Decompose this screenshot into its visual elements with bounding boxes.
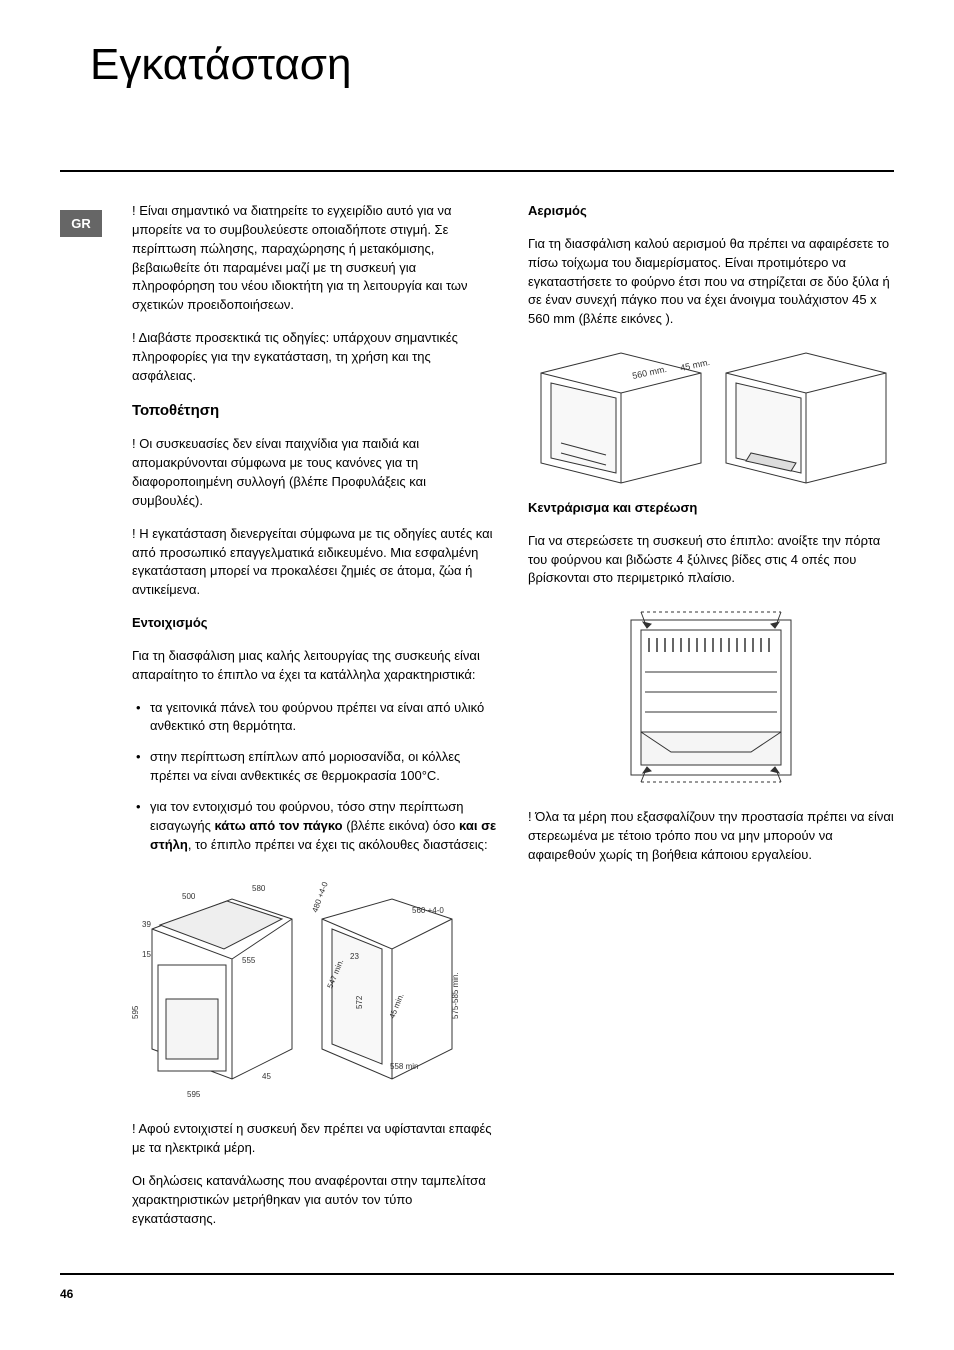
page-title: Εγκατάσταση	[90, 40, 894, 90]
placement-paragraph-2: ! Η εγκατάσταση διενεργείται σύμφωνα με …	[132, 525, 498, 600]
ventilation-diagram: 560 mm. 45 mm.	[528, 343, 894, 493]
dim-label: 39	[142, 920, 151, 929]
dimension-diagram: 580 500 39 15 595 595 555 45 572 23 547 …	[132, 869, 462, 1099]
ventilation-paragraph: Για τη διασφάλιση καλού αερισμού θα πρέπ…	[528, 235, 894, 329]
dim-label: 560 +4-0	[412, 906, 444, 915]
dim-label: 575-585 min.	[451, 972, 460, 1019]
right-column: Αερισμός Για τη διασφάλιση καλού αερισμο…	[528, 202, 894, 1243]
dim-label: 45	[262, 1072, 271, 1081]
dim-label: 580	[252, 884, 266, 893]
intro-paragraph-1: ! Είναι σημαντικό να διατηρείτε το εγχει…	[132, 202, 498, 315]
lang-badge-column: GR	[60, 202, 102, 1243]
top-divider	[60, 170, 894, 172]
dim-label: 480 +4-0	[310, 880, 330, 913]
left-column: ! Είναι σημαντικό να διατηρείτε το εγχει…	[132, 202, 498, 1243]
placement-paragraph-1: ! Οι συσκευασίες δεν είναι παιχνίδια για…	[132, 435, 498, 510]
builtin-intro: Για τη διασφάλιση μιας καλής λειτουργίας…	[132, 647, 498, 685]
subheading-centering: Κεντράρισμα και στερέωση	[528, 499, 894, 518]
section-heading-placement: Τοποθέτηση	[132, 400, 498, 422]
post-diagram-warning: ! Αφού εντοιχιστεί η συσκευή δεν πρέπει …	[132, 1120, 498, 1158]
content-wrapper: GR ! Είναι σημαντικό να διατηρείτε το εγ…	[60, 202, 894, 1243]
page-number: 46	[60, 1287, 894, 1301]
footer-divider	[60, 1273, 894, 1275]
vent-label-560: 560 mm.	[631, 364, 667, 381]
list-item: τα γειτονικά πάνελ του φούρνου πρέπει να…	[132, 699, 498, 737]
dim-label: 595	[187, 1090, 201, 1099]
language-badge: GR	[60, 210, 102, 237]
dim-label: 572	[355, 995, 364, 1009]
dim-label: 23	[350, 952, 359, 961]
centering-paragraph: Για να στερεώσετε τη συσκευή στο έπιπλο:…	[528, 532, 894, 589]
dim-label: 595	[132, 1005, 140, 1019]
dim-label: 15	[142, 950, 151, 959]
dim-label: 558 min	[390, 1062, 418, 1071]
list-item: στην περίπτωση επίπλων από μοριοσανίδα, …	[132, 748, 498, 786]
intro-paragraph-2: ! Διαβάστε προσεκτικά τις οδηγίες: υπάρχ…	[132, 329, 498, 386]
dim-label: 500	[182, 892, 196, 901]
consumption-note: Οι δηλώσεις κατανάλωσης που αναφέρονται …	[132, 1172, 498, 1229]
list-item: για τον εντοιχισμό του φούρνου, τόσο στη…	[132, 798, 498, 855]
columns-container: ! Είναι σημαντικό να διατηρείτε το εγχει…	[132, 202, 894, 1243]
safety-warning: ! Όλα τα μέρη που εξασφαλίζουν την προστ…	[528, 808, 894, 865]
mounting-diagram	[611, 602, 811, 792]
vent-label-45: 45 mm.	[679, 357, 710, 373]
dim-label: 555	[242, 956, 256, 965]
dim-label: 45 min.	[388, 992, 406, 1020]
requirements-list: τα γειτονικά πάνελ του φούρνου πρέπει να…	[132, 699, 498, 855]
bold-text: κάτω από τον πάγκο	[214, 818, 342, 833]
subheading-ventilation: Αερισμός	[528, 202, 894, 221]
subheading-builtin: Εντοιχισμός	[132, 614, 498, 633]
